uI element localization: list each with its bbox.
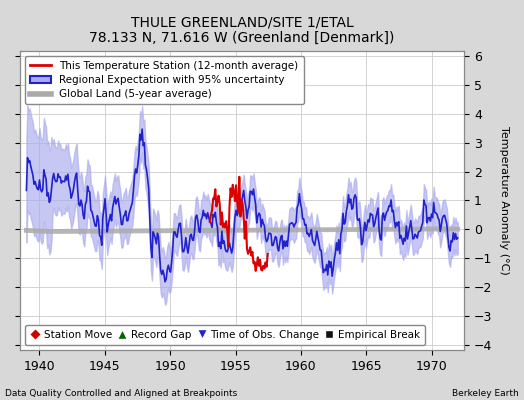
Title: THULE GREENLAND/SITE 1/ETAL
78.133 N, 71.616 W (Greenland [Denmark]): THULE GREENLAND/SITE 1/ETAL 78.133 N, 71…	[90, 15, 395, 45]
Y-axis label: Temperature Anomaly (°C): Temperature Anomaly (°C)	[499, 126, 509, 275]
Legend: Station Move, Record Gap, Time of Obs. Change, Empirical Break: Station Move, Record Gap, Time of Obs. C…	[25, 325, 425, 345]
Text: Berkeley Earth: Berkeley Earth	[452, 389, 519, 398]
Text: Data Quality Controlled and Aligned at Breakpoints: Data Quality Controlled and Aligned at B…	[5, 389, 237, 398]
